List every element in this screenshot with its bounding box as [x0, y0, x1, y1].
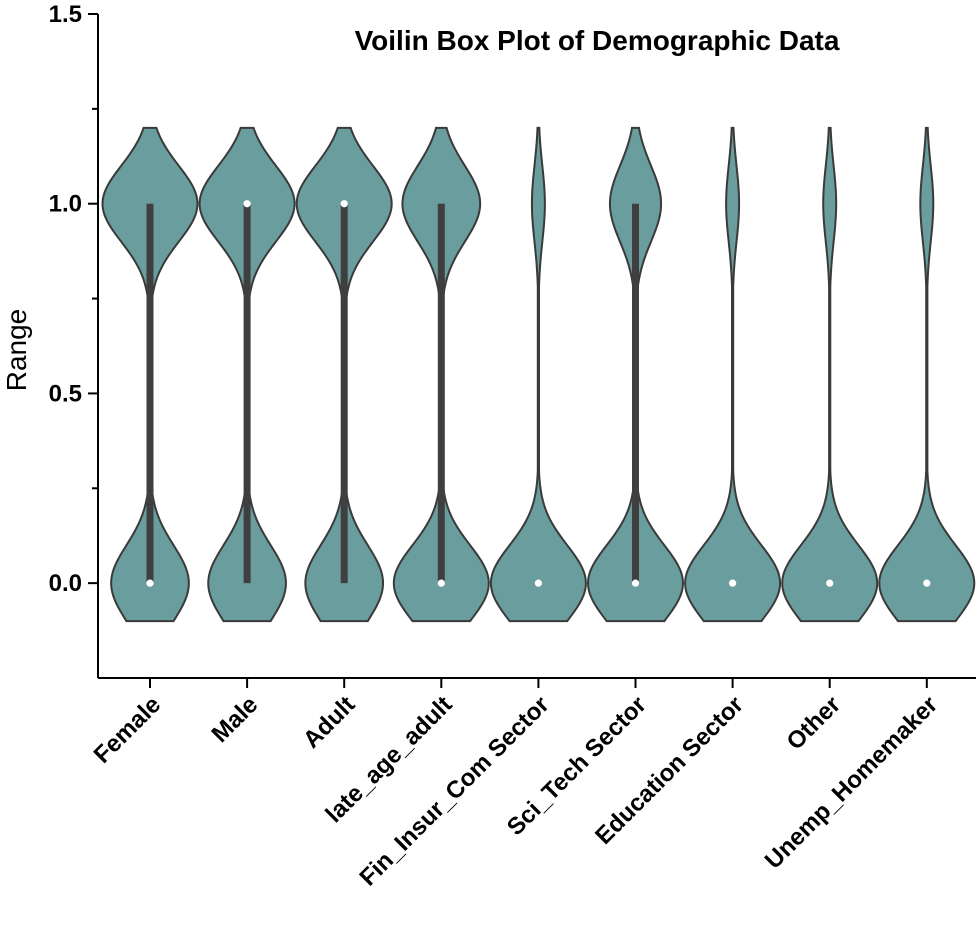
x-tick-label: Female	[89, 691, 167, 769]
y-ticks: 0.0 0.5 1.0 1.5	[49, 1, 98, 597]
violin-body	[878, 126, 976, 623]
medians-group	[146, 200, 931, 587]
iqr-bar	[243, 203, 251, 584]
iqr-bar	[340, 203, 348, 584]
median-dot	[923, 579, 931, 587]
y-tick-label: 0.5	[49, 380, 82, 407]
median-dot	[729, 579, 737, 587]
x-tick-label: Other	[782, 691, 846, 755]
violins-group	[101, 126, 976, 623]
x-tick-label: Male	[207, 691, 264, 748]
median-dot	[534, 579, 543, 587]
violin-body	[489, 126, 587, 623]
median-dot	[340, 200, 348, 208]
y-tick-label: 0.0	[49, 570, 82, 597]
chart-title: Voilin Box Plot of Demographic Data	[355, 25, 840, 56]
median-dot	[437, 579, 445, 587]
median-dot	[826, 579, 834, 587]
y-axis-label: Range	[1, 309, 32, 392]
iqr-bar	[146, 203, 154, 584]
violin-body	[781, 126, 879, 623]
y-tick-label: 1.0	[49, 191, 82, 218]
x-tick-label: Adult	[298, 691, 360, 753]
x-ticks: Female Male Adultlate_age_adultFin_Insur_C…	[89, 678, 943, 891]
iqr-bar	[437, 203, 445, 584]
median-dot	[631, 579, 640, 587]
median-dot	[146, 579, 154, 587]
median-dot	[243, 200, 251, 208]
y-tick-label: 1.5	[49, 1, 82, 28]
iqr-group	[146, 203, 639, 584]
violin-body	[684, 126, 782, 623]
iqr-bar	[632, 203, 639, 584]
x-tick-label: Fin_Insur_Com Sector	[354, 691, 554, 891]
x-tick-label: Unemp_Homemaker	[760, 691, 943, 874]
